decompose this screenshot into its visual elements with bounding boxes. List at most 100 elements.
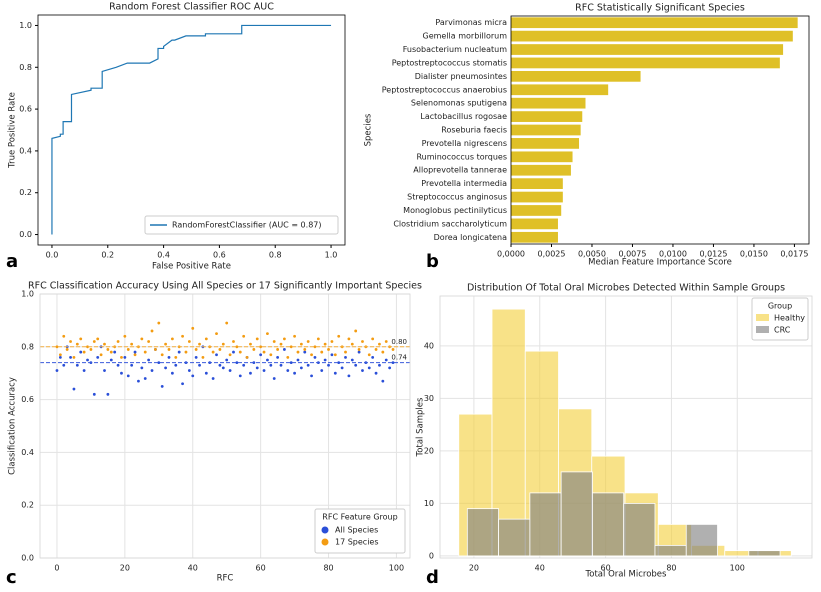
point: [391, 361, 395, 365]
hist-bar: [623, 502, 656, 557]
point: [160, 385, 164, 388]
point: [374, 371, 378, 375]
point: [225, 321, 229, 325]
point: [289, 361, 293, 365]
point: [174, 363, 178, 367]
bar: [511, 151, 573, 163]
point: [259, 353, 263, 357]
bar: [511, 44, 784, 55]
bar: [511, 138, 580, 149]
bar: [511, 124, 581, 136]
point: [272, 377, 276, 380]
point: [86, 345, 89, 349]
bar: [511, 84, 609, 96]
bar: [511, 218, 558, 230]
mean-label: 0.74: [391, 354, 407, 362]
y-tick-label: Alloprevotella tannerae: [413, 166, 507, 175]
x-tick-label: 0.4: [157, 251, 170, 260]
point: [279, 342, 283, 346]
point: [289, 345, 293, 349]
point: [296, 358, 300, 362]
point: [381, 379, 385, 383]
x-tick-label: 100: [389, 564, 404, 573]
point: [347, 374, 351, 378]
point: [388, 366, 392, 370]
point: [62, 363, 66, 367]
point: [357, 350, 361, 354]
point: [337, 334, 341, 338]
legend-swatch: [321, 538, 329, 546]
point: [276, 355, 280, 359]
point: [330, 340, 334, 343]
point: [310, 374, 313, 378]
legend-title: Group: [768, 302, 792, 311]
hist-bar: [592, 492, 625, 557]
y-tick-label: Monoglobus pectinilyticus: [403, 206, 507, 215]
point: [293, 334, 296, 338]
bar: [511, 191, 563, 203]
point: [92, 340, 96, 343]
point: [279, 363, 283, 367]
point: [344, 355, 347, 359]
x-axis-label: Median Feature Importance Score: [588, 258, 732, 268]
y-tick-label: 0.0: [19, 230, 32, 239]
legend-label: 17 Species: [335, 538, 379, 547]
y-tick-label: Peptostreptococcus anaerobius: [382, 85, 507, 94]
y-tick-label: Gemella morbillorum: [423, 32, 508, 41]
point: [310, 353, 313, 357]
point: [103, 342, 106, 346]
point: [327, 363, 330, 367]
point: [381, 350, 385, 354]
chart-title: Distribution Of Total Oral Microbes Dete…: [467, 283, 785, 294]
bar: [511, 30, 793, 42]
point: [286, 355, 290, 359]
point: [133, 353, 137, 357]
point: [143, 377, 147, 380]
point: [116, 363, 120, 367]
point: [170, 371, 174, 375]
panel-label: a: [6, 251, 18, 272]
y-tick-label: Lactobacillus rogosae: [420, 112, 507, 121]
chart-title: RFC Classification Accuracy Using All Sp…: [28, 281, 422, 292]
point: [82, 350, 86, 354]
hist-bar: [498, 518, 531, 557]
x-axis-label: Total Oral Microbes: [585, 570, 668, 580]
point: [215, 332, 218, 335]
x-tick-label: 20: [469, 564, 479, 573]
point: [130, 342, 134, 346]
hist-bar: [466, 508, 499, 557]
point: [140, 366, 144, 370]
legend-swatch: [321, 526, 329, 534]
point: [221, 342, 225, 346]
hist-bar: [748, 550, 781, 557]
x-tick-label: 20: [120, 564, 130, 573]
point: [75, 363, 79, 367]
plot-frame: [37, 14, 346, 246]
point: [198, 363, 201, 367]
point: [140, 337, 144, 341]
y-tick-label: 0.8: [21, 342, 34, 351]
point: [126, 348, 130, 351]
legend-label: CRC: [774, 326, 791, 335]
x-tick-label: 40: [535, 564, 545, 573]
point: [225, 358, 229, 362]
y-tick-label: 0.4: [19, 146, 32, 155]
point: [361, 369, 364, 372]
point: [374, 348, 378, 351]
point: [79, 337, 83, 341]
bar: [511, 178, 563, 190]
point: [194, 348, 198, 351]
point: [55, 369, 59, 372]
point: [340, 366, 344, 370]
point: [238, 374, 242, 378]
point: [211, 377, 215, 380]
bar: [511, 17, 798, 29]
point: [218, 348, 222, 351]
legend-label: Healthy: [774, 314, 805, 323]
point: [96, 337, 100, 341]
point: [184, 350, 188, 354]
plot-frame: [39, 293, 411, 559]
point: [269, 353, 273, 357]
point: [191, 374, 195, 378]
